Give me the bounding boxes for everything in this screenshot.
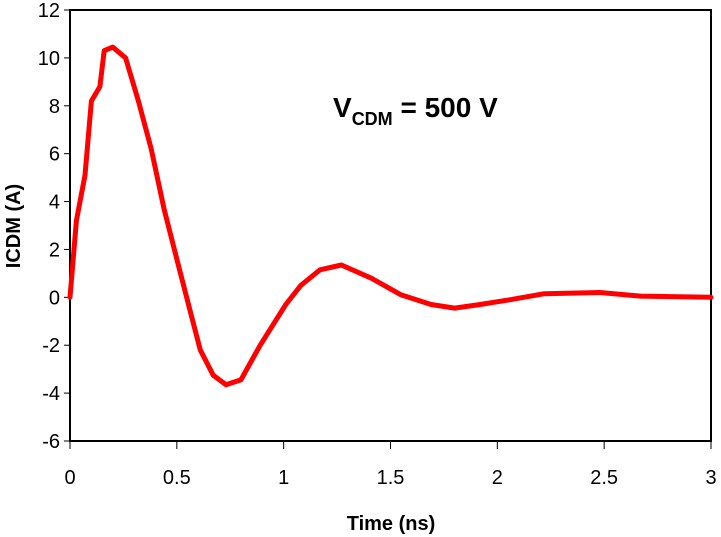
plot-border [69,9,712,442]
plot-area [69,9,712,442]
x-tick-label: 1.5 [377,467,405,489]
x-tick-label: 0.5 [163,467,191,489]
y-tick-label: 0 [49,287,60,309]
icdm-series-line [67,44,714,388]
y-tick-label: 6 [49,144,60,166]
y-tick-label: 8 [49,96,60,118]
y-tick-label: 10 [38,48,60,70]
y-tick-label: 12 [38,0,60,22]
x-axis: 0 0.5 1 1.5 2 2.5 3 [64,441,717,489]
y-axis: 12 10 8 6 4 2 0 -2 -4 -6 [38,0,70,453]
x-tick-label: 2 [492,467,503,489]
y-tick-label: 2 [49,239,60,261]
x-tick-label: 1 [278,467,289,489]
y-tick-label: 4 [49,192,60,214]
y-tick-label: -6 [42,431,60,453]
y-tick-label: -2 [42,335,60,357]
x-tick-label: 0 [64,467,75,489]
vcdm-annotation: VCDM = 500 V [333,92,498,129]
x-tick-label: 2.5 [590,467,618,489]
y-tick-label: -4 [42,383,60,405]
y-axis-title: ICDM (A) [3,184,25,268]
x-tick-label: 3 [705,467,716,489]
x-axis-title: Time (ns) [347,513,436,535]
